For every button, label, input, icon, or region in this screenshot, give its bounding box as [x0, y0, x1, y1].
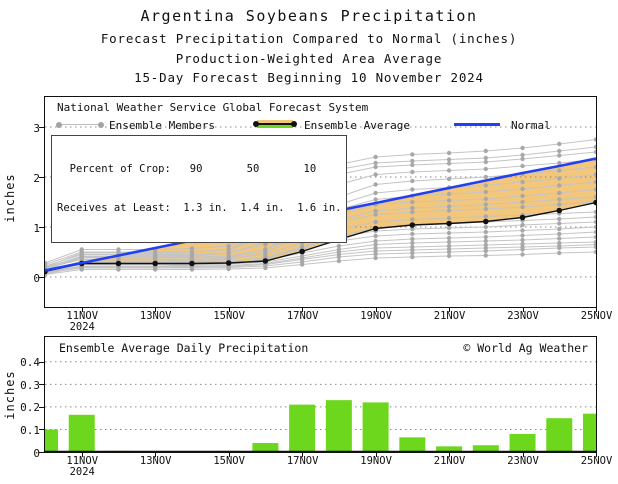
tick-mark [302, 452, 304, 457]
tick-mark [39, 177, 44, 178]
y-tick-label: 2 [33, 171, 40, 185]
tick-mark [39, 452, 44, 453]
bar-x-axis-labels: 11NOV 13NOV 15NOV 17NOV 19NOV 21NOV 23NOV 25NOV… [44, 455, 612, 479]
y-tick-label: 3 [33, 121, 40, 135]
daily-precip-canvas [45, 361, 596, 452]
legend-source-label: National Weather Service Global Forecast… [57, 101, 369, 114]
x-tick-label: 19NOV [360, 310, 392, 322]
x-tick-label: 17NOV [286, 310, 319, 322]
tick-mark [39, 406, 44, 408]
tick-mark [81, 307, 83, 312]
x-axis-year-label: 2024 [69, 321, 95, 333]
subtitle-compared-to-normal: Forecast Precipitation Compared to Norma… [100, 31, 518, 46]
crop-receives-line: Receives at Least: 1.3 in. 1.4 in. 1.6 i… [57, 202, 342, 214]
ensemble-average-swatch-icon [253, 120, 297, 128]
tick-mark [39, 227, 44, 228]
crop-percent-line: Percent of Crop: 90 50 10 [57, 163, 317, 175]
x-tick-label: 21NOV [433, 455, 466, 467]
tick-mark [39, 361, 44, 363]
x-tick-label: 11NOV [66, 455, 99, 467]
legend-average-label: Ensemble Average [304, 119, 410, 132]
bar-y-axis-label: inches [3, 370, 17, 420]
page-title: Argentina Soybeans Precipitation [140, 7, 478, 25]
legend-normal-label: Normal [511, 119, 551, 132]
tick-mark [522, 307, 524, 312]
tick-mark [375, 452, 377, 457]
legend-members-label: Ensemble Members [109, 119, 215, 132]
daily-precip-title: Ensemble Average Daily Precipitation [59, 341, 309, 355]
main-x-axis-labels: 11NOV 13NOV 15NOV 17NOV 19NOV 21NOV 23NOV 25NOV… [44, 310, 612, 334]
x-tick-label: 23NOV [507, 455, 539, 467]
tick-mark [228, 307, 230, 312]
tick-mark [449, 452, 451, 457]
y-tick-label: 0.3 [20, 378, 40, 392]
tick-mark [155, 452, 157, 457]
tick-mark [449, 307, 451, 312]
legend-row: Ensemble Members Ensemble Average Normal [45, 118, 596, 132]
y-tick-label: 0.2 [20, 401, 40, 415]
x-tick-label: 25NOV [580, 455, 613, 467]
x-tick-label: 13NOV [139, 455, 172, 467]
y-tick-label: 0 [33, 271, 40, 285]
subtitle-forecast-date: 15-Day Forecast Beginning 10 November 20… [134, 70, 484, 85]
y-tick-label: 0 [33, 446, 40, 460]
y-tick-label: 1 [33, 221, 40, 235]
y-tick-label: 0.4 [20, 356, 40, 370]
daily-precip-plot: Ensemble Average Daily Precipitation © W… [44, 336, 597, 453]
tick-mark [39, 127, 44, 128]
tick-mark [522, 452, 524, 457]
subtitle-area-average: Production-Weighted Area Average [175, 51, 443, 66]
copyright-label: © World Ag Weather [463, 341, 588, 355]
cumulative-precip-plot: National Weather Service Global Forecast… [44, 96, 597, 308]
crop-percent-box: Percent of Crop: 90 50 10 Receives at Le… [51, 135, 348, 243]
x-tick-label: 19NOV [360, 455, 392, 467]
tick-mark [39, 384, 44, 386]
tick-mark [596, 307, 597, 312]
ensemble-members-swatch-icon [56, 121, 104, 128]
x-tick-label: 13NOV [139, 310, 172, 322]
tick-mark [302, 307, 304, 312]
x-tick-label: 23NOV [507, 310, 539, 322]
x-tick-label: 21NOV [433, 310, 466, 322]
tick-mark [596, 452, 597, 457]
normal-line-swatch-icon [454, 122, 500, 126]
tick-mark [39, 429, 44, 431]
x-tick-label: 17NOV [286, 455, 319, 467]
tick-mark [228, 452, 230, 457]
tick-mark [39, 277, 44, 278]
tick-mark [375, 307, 377, 312]
y-tick-label: 0.1 [20, 423, 40, 437]
x-tick-label: 15NOV [213, 310, 245, 322]
tick-mark [155, 307, 157, 312]
x-tick-label: 25NOV [580, 310, 613, 322]
x-tick-label: 15NOV [213, 455, 245, 467]
x-tick-label: 11NOV [66, 310, 99, 322]
x-axis-year-label: 2024 [69, 466, 95, 478]
tick-mark [81, 452, 83, 457]
